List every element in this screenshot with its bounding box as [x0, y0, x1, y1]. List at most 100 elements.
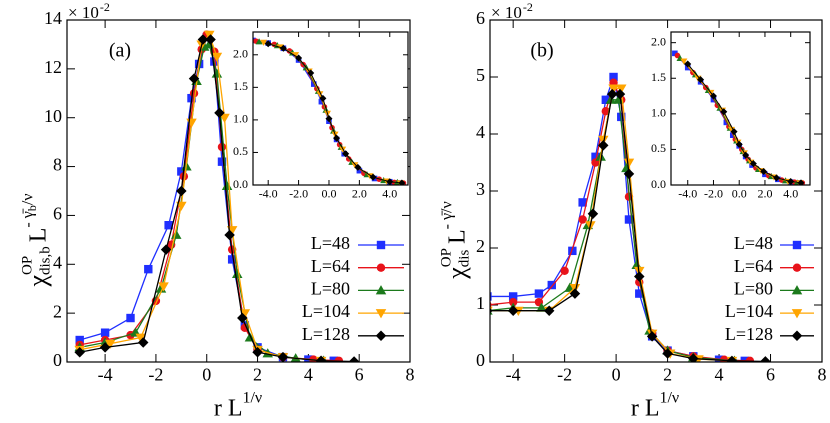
- marker: [536, 302, 547, 312]
- axis-label-part: dis,b: [37, 246, 53, 275]
- marker: [730, 128, 738, 136]
- legend-marker: [791, 309, 803, 319]
- legend-marker: [375, 309, 387, 319]
- marker: [219, 113, 230, 123]
- y-tick-label: 1.0: [233, 112, 248, 126]
- marker: [316, 91, 324, 98]
- x-tick-label: 4: [715, 365, 724, 385]
- marker: [104, 339, 116, 349]
- marker: [237, 312, 248, 324]
- marker: [735, 140, 743, 148]
- y-tick-label: 1.5: [651, 70, 666, 84]
- marker: [760, 356, 771, 362]
- marker: [609, 72, 618, 82]
- panel-label: (b): [530, 40, 553, 62]
- y-tick-label: 8: [53, 155, 62, 175]
- x-axis-label: r L 1/ν: [214, 390, 262, 422]
- panel: -4.0 -2.0 0.0 2.0 4.0 0.0 0.5 1.0 1.5 2.0: [651, 31, 811, 200]
- marker: [260, 39, 268, 46]
- x-tick-label: 4.0: [783, 186, 798, 200]
- marker: [490, 292, 492, 301]
- marker: [319, 94, 327, 102]
- marker: [508, 292, 518, 301]
- marker: [197, 34, 209, 45]
- multiplier-base: × 10: [491, 3, 522, 22]
- y-tick-label: 4: [53, 252, 62, 272]
- x-tick-label: -2: [557, 365, 572, 385]
- marker: [797, 179, 805, 185]
- axis-label-part: OP: [19, 256, 35, 275]
- marker: [634, 271, 645, 282]
- marker: [158, 282, 169, 292]
- legend-marker: [791, 330, 803, 342]
- marker: [560, 266, 569, 275]
- legend-label: L=128: [725, 324, 773, 344]
- panel-label: (a): [109, 40, 131, 62]
- marker: [277, 351, 289, 362]
- marker: [315, 355, 327, 362]
- axis-label-part: 1/ν: [659, 390, 679, 407]
- axis-label-part: - γ̄: [20, 208, 37, 227]
- y-tick-label: 1.0: [651, 106, 666, 120]
- x-tick-label: 0.0: [732, 186, 747, 200]
- marker: [773, 174, 781, 182]
- x-tick-label: 4: [304, 365, 313, 385]
- marker: [646, 331, 658, 342]
- marker: [623, 158, 635, 168]
- marker: [244, 332, 256, 342]
- series-group: [253, 37, 407, 185]
- marker: [569, 288, 581, 299]
- axis-label-part: r L: [214, 396, 243, 422]
- y-tick-label: 0.5: [651, 141, 666, 155]
- marker: [227, 255, 237, 264]
- y-tick-label: 0: [53, 350, 62, 370]
- marker: [205, 34, 216, 45]
- marker: [224, 229, 235, 241]
- marker: [188, 73, 200, 84]
- y-tick-label: 14: [44, 8, 62, 28]
- y-axis-label: χOP dis L- γ̄/ν: [438, 201, 472, 279]
- y-tick-label: 6: [53, 204, 62, 224]
- x-tick-label: -4.0: [259, 186, 278, 200]
- marker: [720, 108, 728, 116]
- axis-label-part: - γ̄/ν: [439, 201, 456, 229]
- marker: [742, 151, 750, 159]
- axis-label-part: b: [25, 205, 39, 211]
- marker: [568, 246, 577, 256]
- marker: [578, 198, 587, 207]
- series-group: [672, 50, 806, 185]
- marker: [239, 309, 251, 319]
- marker: [534, 289, 544, 298]
- multiplier: × 10 -2: [491, 0, 533, 22]
- legend-label: L=128: [302, 324, 350, 344]
- marker: [616, 84, 627, 94]
- marker: [680, 58, 688, 65]
- y-tick-label: 2: [53, 301, 62, 321]
- x-tick-label: 2: [253, 365, 262, 385]
- marker: [490, 306, 493, 312]
- multiplier-exp: -2: [523, 0, 533, 14]
- x-tick-label: 6: [766, 365, 775, 385]
- plot-frame: [489, 19, 823, 363]
- marker: [214, 107, 225, 119]
- legend-label: L=80: [734, 279, 773, 299]
- marker: [674, 52, 681, 59]
- marker: [307, 69, 315, 77]
- y-axis-label: χOP dis,b L- γ̄b/ν: [19, 193, 53, 287]
- y-tick-label: 3: [476, 179, 485, 199]
- marker: [614, 88, 626, 100]
- y-tick-label: 5: [476, 65, 485, 85]
- plot-frame: [66, 19, 411, 363]
- marker: [164, 221, 173, 230]
- x-tick-label: 8: [406, 365, 415, 385]
- axis-label-part: 1/ν: [242, 390, 262, 407]
- marker: [369, 173, 377, 181]
- axis-label-part: L: [445, 229, 471, 244]
- marker: [597, 140, 609, 151]
- marker: [204, 30, 215, 40]
- legend-label: L=64: [311, 256, 350, 276]
- marker: [578, 215, 587, 224]
- marker: [366, 173, 374, 180]
- x-tick-label: -4.0: [678, 186, 697, 200]
